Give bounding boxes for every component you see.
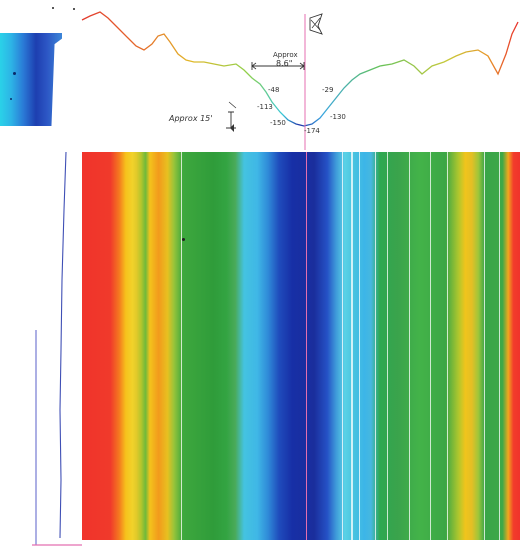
heatmap-stripe — [358, 152, 360, 540]
depth-bracket — [226, 111, 236, 129]
depth-label: -48 — [268, 86, 280, 94]
depth-label: -113 — [257, 103, 273, 111]
heatmap-stripe — [374, 152, 376, 540]
heatmap-stripe — [484, 152, 486, 540]
depth-label: -29 — [322, 86, 334, 94]
heatmap-stripe — [447, 152, 449, 540]
heatmap-stripe — [386, 152, 389, 540]
depth-label: -130 — [330, 113, 346, 121]
profile-curve-chart — [81, 11, 519, 150]
flag-icon — [309, 13, 323, 35]
heatmap-stripe — [409, 152, 411, 540]
thumbnail-speck — [10, 98, 12, 100]
heatmap-speck — [181, 238, 185, 241]
center-line — [306, 152, 308, 540]
thumbnail-heatmap-strip — [0, 33, 62, 126]
left-profile-lines — [32, 151, 82, 546]
annotation-approx-value: 8.6" — [276, 59, 293, 68]
annotation-approx-top: Approx — [273, 51, 298, 59]
left-blue-line — [59, 151, 67, 539]
corner-speck — [52, 7, 54, 9]
heatmap-stripe — [351, 152, 353, 540]
annotation-approx-left: Approx 15' — [169, 114, 213, 123]
profile-line — [81, 11, 519, 127]
corner-speck — [73, 8, 75, 10]
depth-label: -174 — [304, 127, 320, 135]
heatmap-panel — [82, 152, 520, 540]
heatmap-stripe — [429, 152, 431, 540]
heatmap-stripe — [341, 152, 343, 540]
heatmap-stripe — [498, 152, 501, 540]
heatmap-stripe — [180, 152, 182, 540]
thumbnail-speck — [13, 72, 16, 75]
depth-label: -150 — [270, 119, 286, 127]
